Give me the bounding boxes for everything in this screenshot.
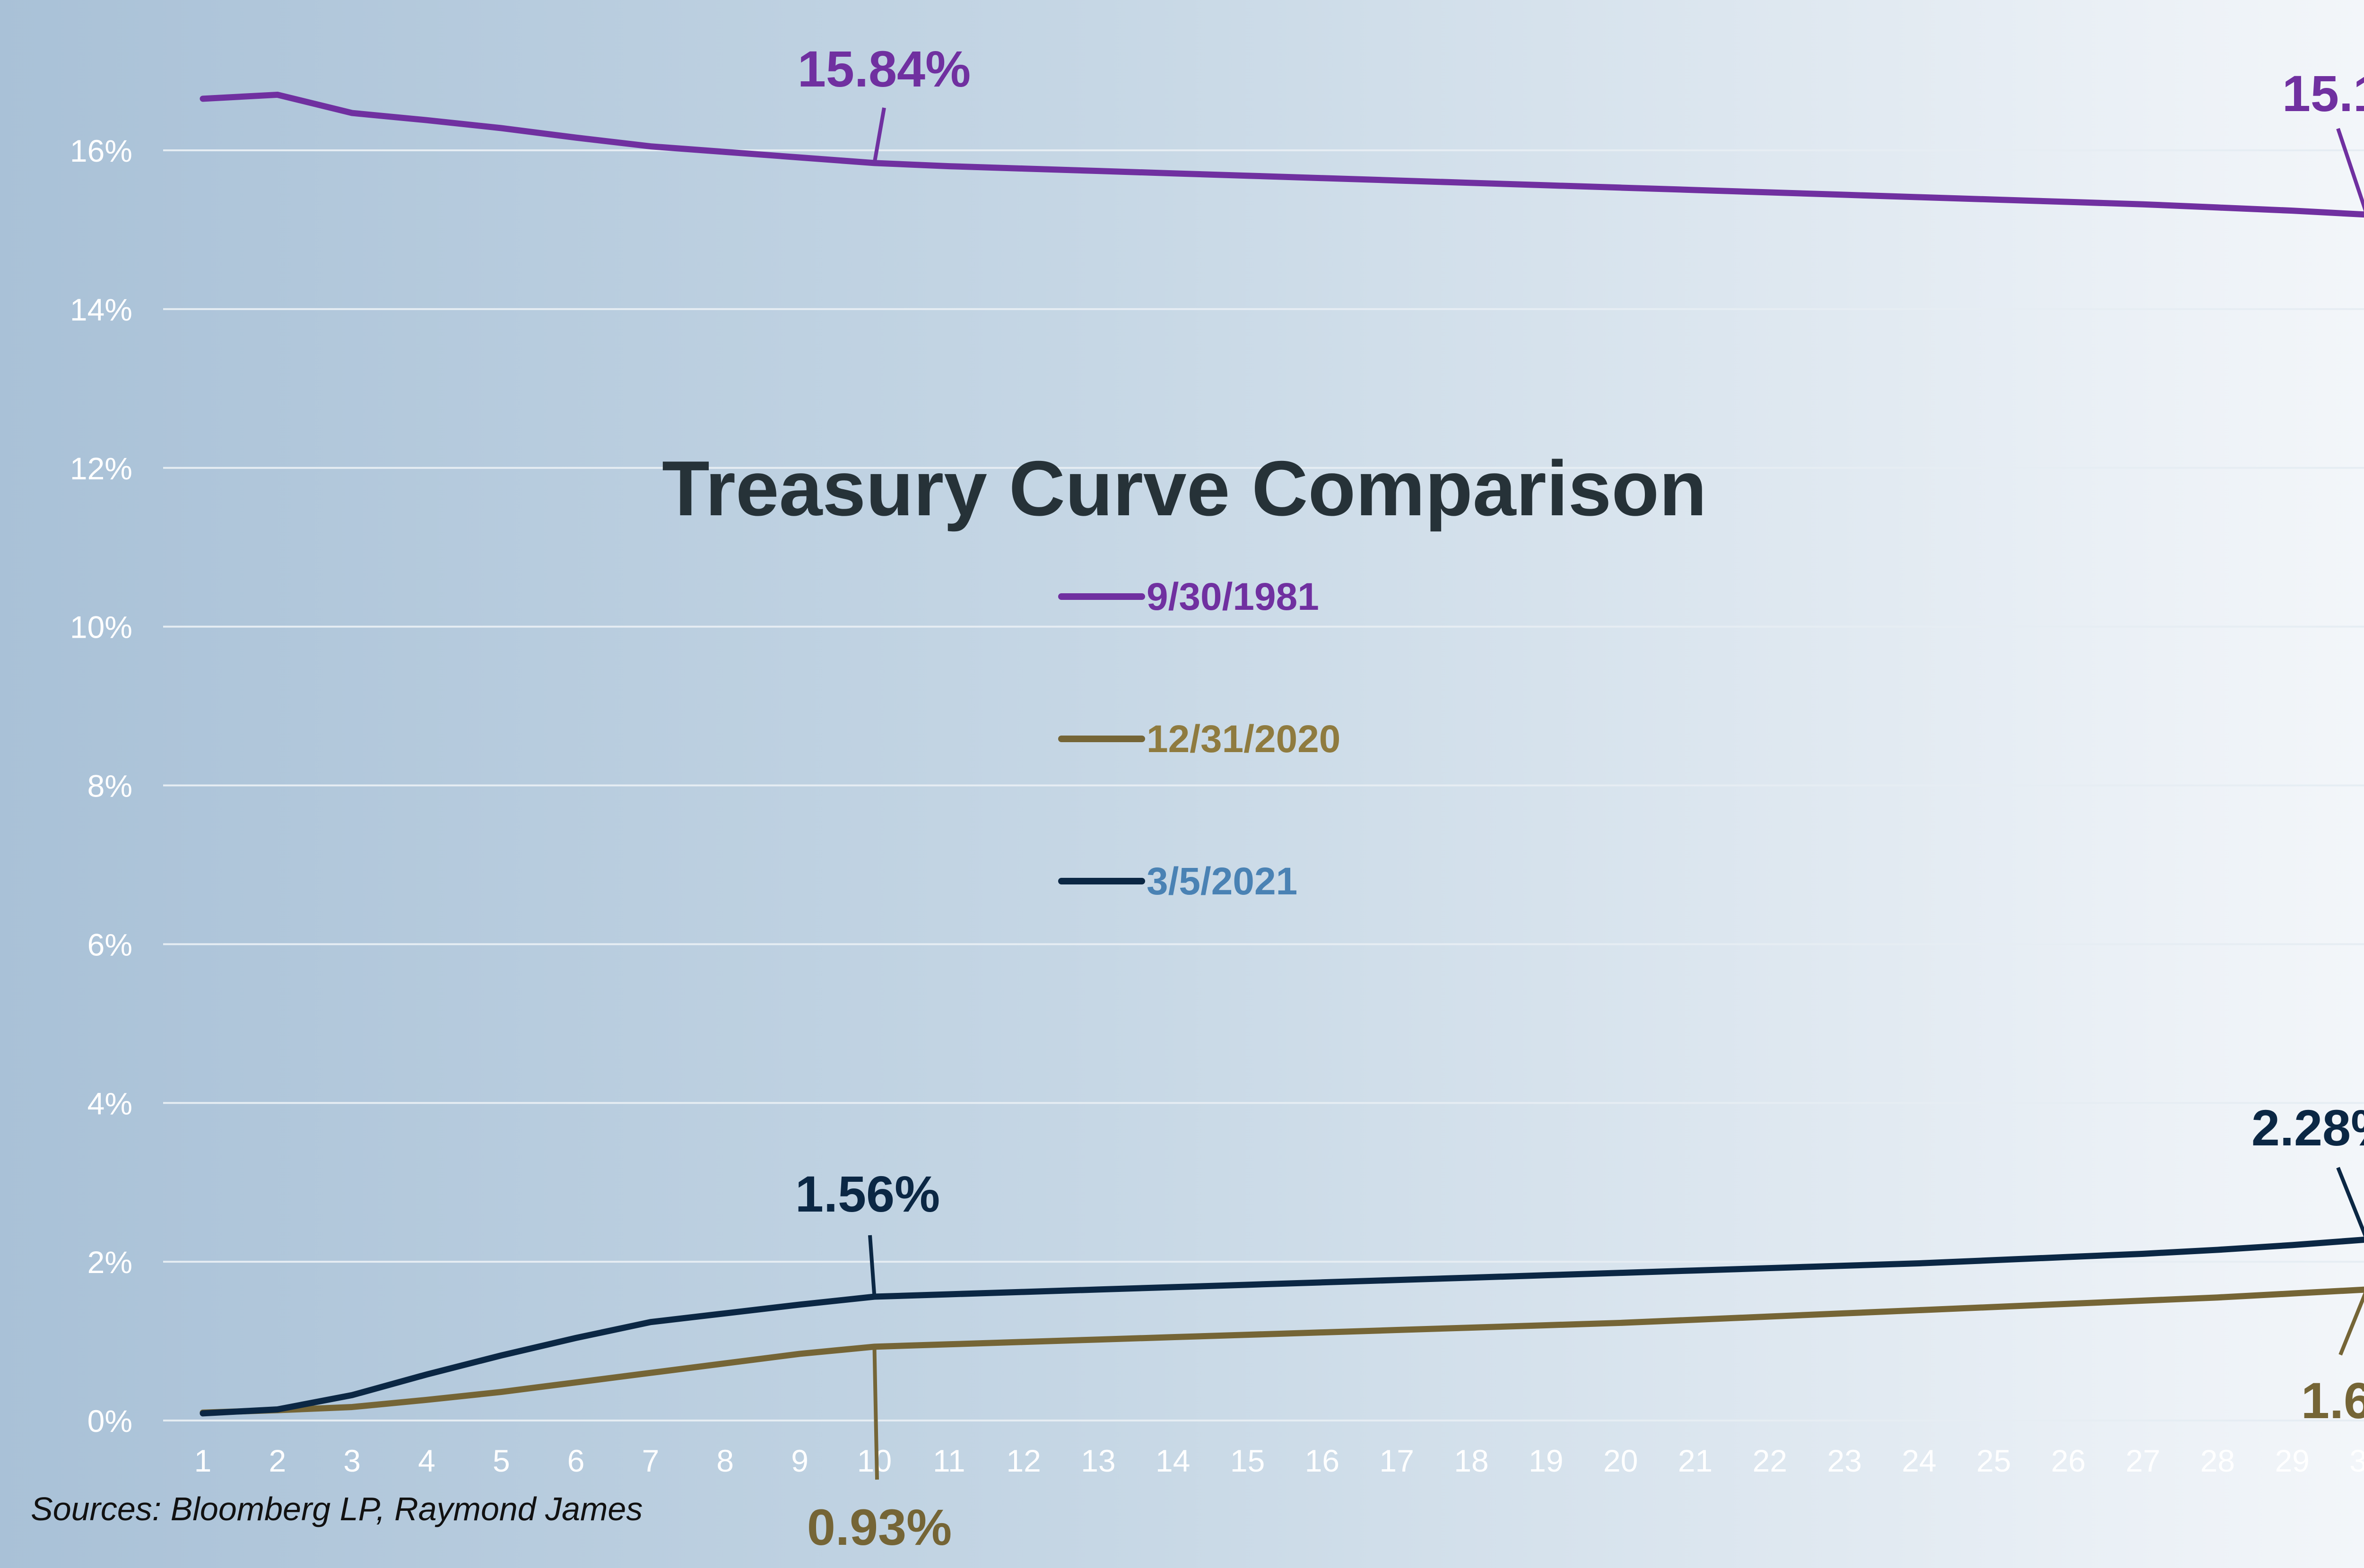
x-tick-label: 25 [1976,1443,2011,1478]
x-tick-label: 9 [791,1443,808,1478]
x-tick-label: 8 [716,1443,734,1478]
legend-label-1981: 9/30/1981 [1147,575,1319,618]
y-tick-label: 0% [87,1403,132,1438]
x-tick-label: 20 [1603,1443,1638,1478]
annotation-leader [872,1346,879,1480]
annotation-label: 0.93% [807,1499,952,1556]
y-tick-label: 6% [87,927,132,962]
x-tick-label: 2 [269,1443,286,1478]
annotation-leader [868,1235,877,1297]
annotation-label: 1.65% [2301,1372,2364,1429]
series-line-2 [200,1286,2364,1416]
x-tick-label: 11 [933,1443,965,1478]
annotations: 15.84% 15.19% 0.93% 1.65% 1.56% 2.28% [795,40,2364,1556]
y-tick-label: 10% [70,610,132,645]
x-tick-label: 21 [1678,1443,1712,1478]
chart-title: Treasury Curve Comparison [662,445,1707,532]
x-tick-label: 14 [1156,1443,1190,1478]
annotation-label: 15.84% [798,40,971,97]
x-tick-label: 26 [2051,1443,2086,1478]
y-tick-label: 4% [87,1086,132,1121]
y-tick-label: 14% [70,292,132,327]
x-tick-label: 23 [1827,1443,1861,1478]
x-tick-label: 10 [857,1443,892,1478]
x-tick-label: 13 [1081,1443,1115,1478]
x-tick-label: 15 [1230,1443,1265,1478]
x-tick-label: 22 [1753,1443,1787,1478]
annotation-label: 2.28% [2251,1099,2364,1156]
annotation-label: 1.56% [795,1165,940,1222]
x-tick-label: 27 [2126,1443,2160,1478]
legend-item-2021: 3/5/2021 [1058,860,1297,903]
y-axis: 0% 2% 4% 6% 8% 10% 12% 14% 16% [70,133,132,1438]
x-tick-label: 1 [194,1443,212,1478]
annotation-leader [2336,1167,2364,1238]
x-tick-label: 4 [418,1443,435,1478]
legend-label-2021: 3/5/2021 [1147,860,1297,903]
legend-item-1981: 9/30/1981 [1058,575,1319,618]
x-tick-label: 24 [1902,1443,1936,1478]
y-tick-label: 2% [87,1245,132,1280]
annotation-leader [2336,128,2364,212]
series-line-3 [200,1237,2364,1417]
x-tick-label: 3 [343,1443,361,1478]
x-axis: 1 2 3 4 5 6 7 8 9 10 11 12 13 14 15 16 17 18 19 20 21 22 23 24 2… [194,1443,2364,1478]
source-note: Sources: Bloomberg LP, Raymond James [31,1490,643,1527]
x-tick-label: 19 [1529,1443,1563,1478]
x-tick-label: 6 [567,1443,585,1478]
series-lines [200,91,2364,1417]
x-tick-label: 12 [1006,1443,1041,1478]
legend-item-2020: 12/31/2020 [1058,718,1340,761]
annotation-leader [2338,1291,2364,1356]
y-tick-label: 16% [70,133,132,168]
x-tick-label: 16 [1305,1443,1339,1478]
gridlines [163,149,2364,1421]
annotation-label: 15.19% [2282,65,2364,122]
x-tick-label: 5 [493,1443,510,1478]
x-tick-label: 7 [642,1443,660,1478]
legend: 9/30/1981 12/31/2020 3/5/2021 [1058,575,1340,903]
x-tick-label: 28 [2200,1443,2235,1478]
y-tick-label: 8% [87,769,132,804]
x-tick-label: 17 [1380,1443,1414,1478]
series-line-1 [200,91,2364,218]
x-tick-label: 30 [2349,1443,2364,1478]
annotation-leader [872,107,886,164]
y-tick-label: 12% [70,451,132,486]
legend-label-2020: 12/31/2020 [1147,718,1340,761]
x-tick-label: 18 [1454,1443,1488,1478]
x-tick-label: 29 [2275,1443,2309,1478]
